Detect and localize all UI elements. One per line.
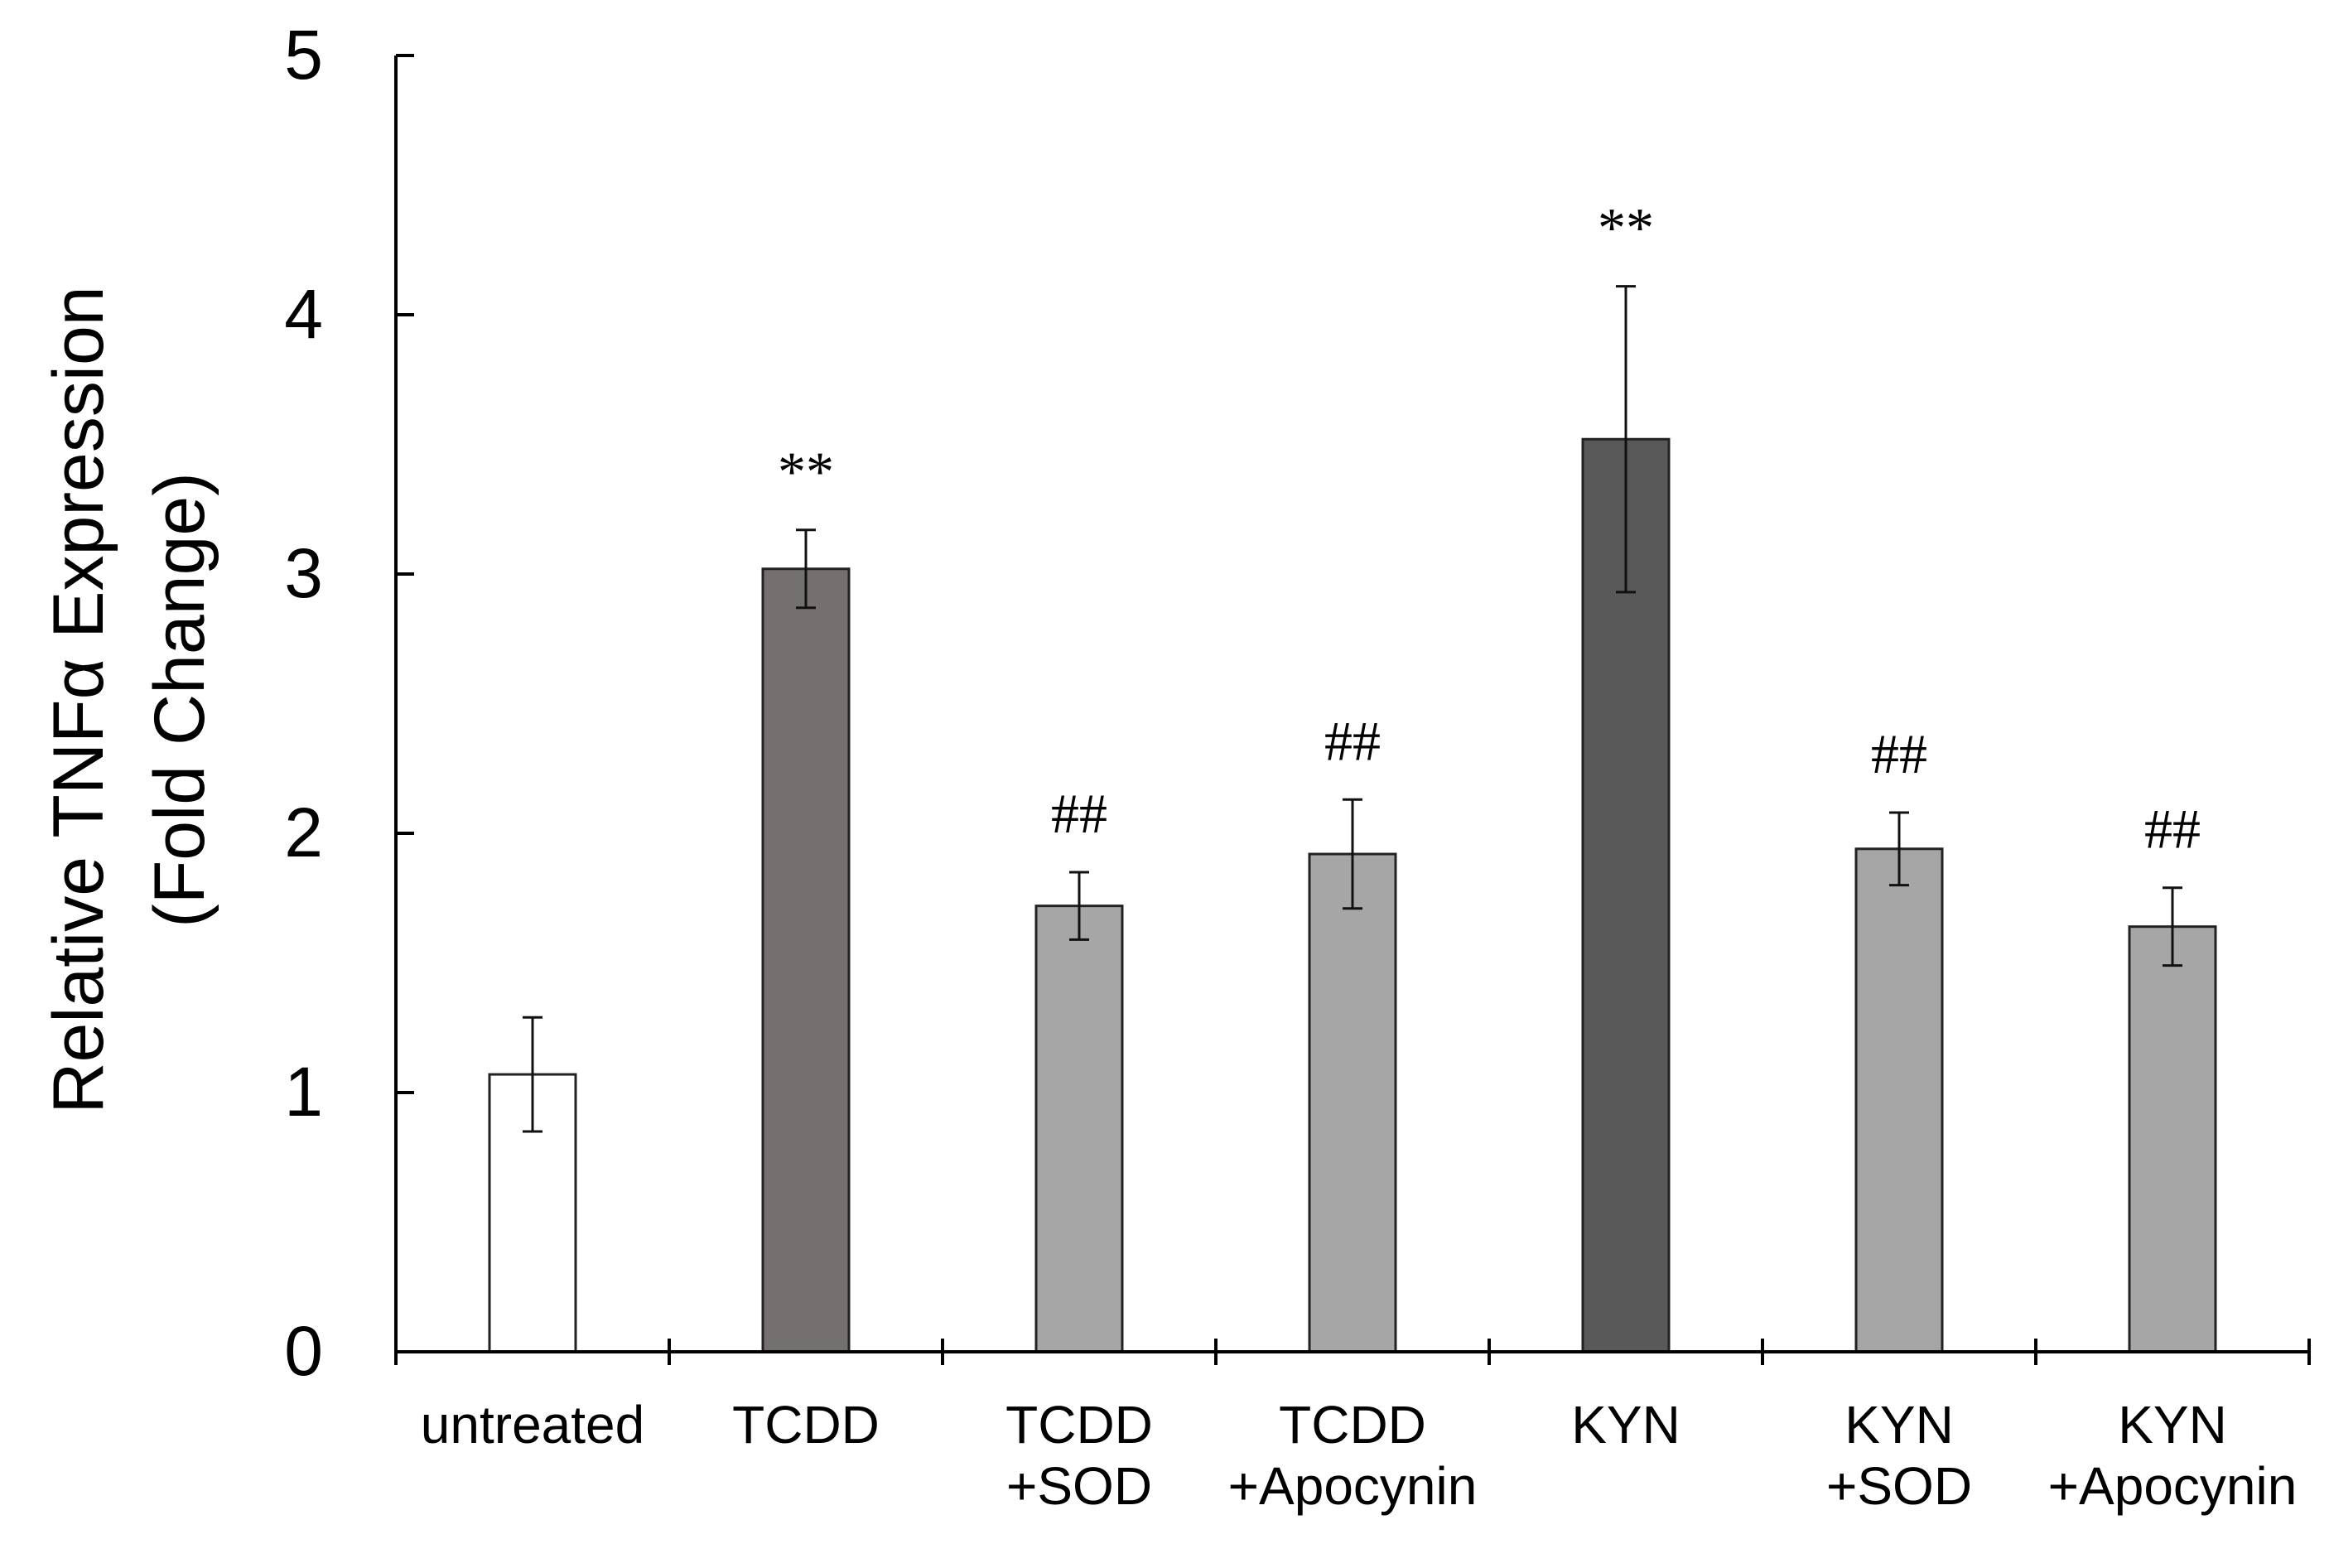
y-axis-label-line1: Relative TNFα Expression (39, 286, 118, 1113)
significance-marker: ## (1324, 709, 1381, 772)
y-tick-label: 1 (284, 1053, 323, 1131)
x-tick-label-line: TCDD (1005, 1395, 1153, 1455)
x-tick-label: TCDD +SOD (1005, 1395, 1153, 1516)
significance-marker: ## (1051, 782, 1107, 845)
bars-layer (488, 285, 2217, 1353)
x-tick-label: KYN +SOD (1826, 1395, 1972, 1516)
y-tick-label: 3 (284, 534, 323, 612)
axes-layer (394, 54, 2311, 1365)
significance-marker: ## (2144, 798, 2201, 861)
significance-marker: ## (1871, 722, 1927, 785)
x-tick-label-line: untreated (421, 1395, 644, 1455)
bar (2128, 925, 2217, 1353)
x-tick-label: untreated (421, 1395, 644, 1455)
y-tick-label: 0 (284, 1312, 323, 1390)
x-tick-label-line: +Apocynin (2048, 1456, 2298, 1516)
y-axis-label: Relative TNFα Expression (Fold Change) (39, 286, 219, 1113)
x-tick-label: KYN +Apocynin (2048, 1395, 2298, 1516)
bar (1308, 852, 1397, 1353)
x-tick-label: TCDD +Apocynin (1228, 1395, 1478, 1516)
x-tick-label: TCDD (732, 1395, 880, 1455)
bar (1854, 847, 1944, 1353)
x-tick-label-line: +SOD (1006, 1456, 1152, 1516)
x-tick-label-line: +SOD (1826, 1456, 1972, 1516)
x-tick-label: KYN (1571, 1395, 1680, 1455)
x-tick-label-line: KYN (1844, 1395, 1954, 1455)
x-tick-label-line: KYN (1571, 1395, 1680, 1455)
significance-marker: ** (778, 440, 834, 503)
x-tick-label-line: TCDD (732, 1395, 880, 1455)
y-tick-label: 4 (284, 275, 323, 353)
y-axis-label-line2: (Fold Change) (140, 472, 219, 928)
x-tick-label-line: TCDD (1279, 1395, 1426, 1455)
x-tick-label-line: KYN (2118, 1395, 2227, 1455)
x-tick-label-line: +Apocynin (1228, 1456, 1478, 1516)
significance-marker: ** (1598, 196, 1654, 259)
bar (1034, 905, 1124, 1353)
y-tick-label: 2 (284, 794, 323, 871)
y-tick-label: 5 (284, 16, 323, 94)
bar (761, 567, 851, 1353)
